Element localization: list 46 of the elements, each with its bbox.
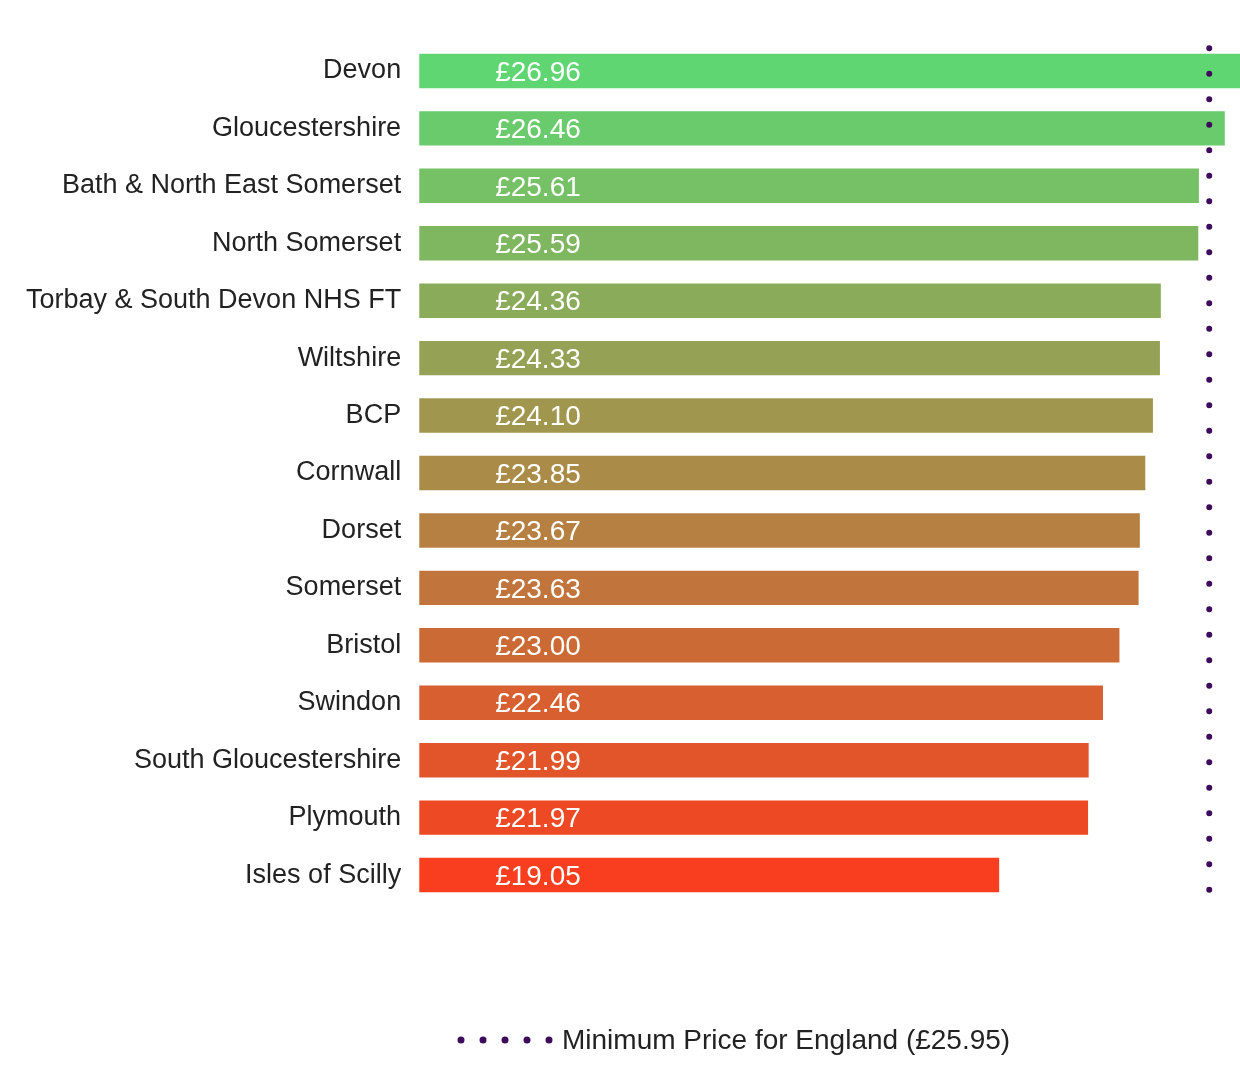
y-tick-label: Wiltshire [297,341,402,372]
y-tick-label: South Gloucestershire [134,743,402,774]
y-tick-label: Dorset [321,513,402,544]
y-tick-label: Plymouth [288,801,402,832]
legend-label: Minimum Price for England (£25.95) [562,1024,1011,1056]
data-label: £23.63 [495,572,581,604]
bar [419,570,1139,606]
data-label: £26.96 [495,55,581,87]
data-label: £19.05 [495,859,581,891]
y-tick-label: Swindon [297,686,402,717]
bar [419,398,1153,433]
bar [419,800,1089,835]
y-tick-label: Torbay & South Devon NHS FT [26,284,402,315]
bar [419,513,1140,548]
y-tick-label: Bath & North East Somerset [62,169,402,200]
bar [419,111,1225,146]
bar [419,742,1089,778]
bar [419,455,1146,491]
y-tick-label: Isles of Scilly [245,858,402,889]
y-tick-label: Somerset [285,571,402,602]
data-label: £23.85 [495,457,581,489]
bar [419,226,1199,261]
bar [419,168,1199,204]
bar [419,628,1120,663]
data-label: £24.10 [495,400,581,432]
data-label: £23.67 [495,515,581,547]
y-tick-label: North Somerset [212,226,402,257]
data-label: £26.46 [495,113,581,145]
y-tick-label: Bristol [326,628,402,659]
y-tick-label: Cornwall [296,456,402,487]
bar [419,685,1103,720]
data-label: £25.59 [495,227,581,259]
bar [419,340,1160,376]
y-tick-label: BCP [345,399,402,430]
data-label: £24.36 [495,285,581,317]
bar [419,53,1240,89]
y-tick-label: Gloucestershire [212,111,402,142]
bar [419,283,1161,318]
data-label: £23.00 [495,630,581,662]
bar [419,857,1000,893]
data-label: £24.33 [495,342,581,374]
data-label: £21.99 [495,744,581,776]
y-tick-label: Devon [323,54,402,85]
data-label: £21.97 [495,802,581,834]
data-label: £22.46 [495,687,581,719]
data-label: £25.61 [495,170,581,202]
